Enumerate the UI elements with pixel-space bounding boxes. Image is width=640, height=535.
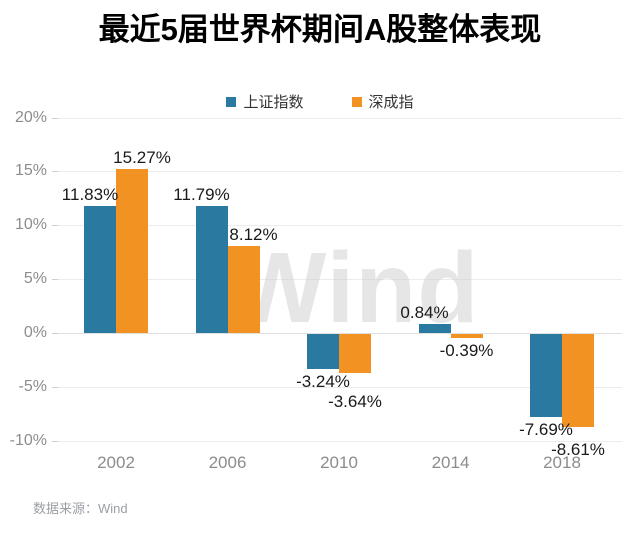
legend-label-shenzhen: 深成指 [368,94,414,111]
value-label-shenzhen-index-2010: -3.64% [328,392,382,411]
wind-watermark: Wind [232,232,480,344]
gridline-5 [58,279,622,280]
y-axis-label-5: 5% [23,270,47,287]
gridline-0 [58,333,622,334]
bar-shanghai-index-2018 [530,334,562,417]
y-axis-tick-5 [52,279,58,280]
y-axis-tick-20 [52,118,58,119]
bar-shanghai-index-2006 [195,206,228,333]
value-label-shenzhen-index-2014: -0.39% [439,341,494,360]
legend-item-shenzhen-index: 深成指 [351,91,414,112]
y-axis-label-0: 0% [23,324,47,341]
y-axis-label-20: 20% [14,109,47,126]
y-axis-tick--10 [52,441,58,442]
value-label-shenzhen-index-2018: -8.61% [551,440,605,459]
y-axis-tick--5 [52,387,58,388]
x-axis-label-2010: 2010 [320,453,358,472]
legend-swatch-shanghai-icon [226,96,237,107]
y-axis-tick-10 [52,225,58,226]
x-axis-label-2002: 2002 [97,453,135,472]
bar-shanghai-index-2014 [418,324,451,333]
legend-item-shanghai-index: 上证指数 [226,91,304,112]
gridline-20 [58,118,622,119]
gridline-15 [58,171,622,172]
gridline-10 [58,225,622,226]
x-axis-label-2018: 2018 [543,453,581,472]
gridline--5 [58,387,622,388]
value-label-shenzhen-index-2002: 15.27% [113,148,171,167]
bar-shanghai-index-2010 [307,334,339,369]
value-label-shanghai-index-2010: -3.24% [296,372,350,391]
value-label-shanghai-index-2006: 11.79% [173,185,230,204]
x-axis-label-2006: 2006 [208,453,247,472]
legend-label-shanghai: 上证指数 [243,94,304,111]
bar-shenzhen-index-2018 [562,334,594,427]
bar-shenzhen-index-2006 [227,246,260,333]
bar-shenzhen-index-2014 [450,334,483,338]
value-label-shenzhen-index-2006: 8.12% [229,225,278,244]
bar-shenzhen-index-2002 [116,169,148,333]
data-source-note: 数据来源：Wind [33,501,128,516]
legend-swatch-shenzhen-icon [351,96,362,107]
y-axis-label--10: -10% [9,432,47,449]
bar-shanghai-index-2002 [84,206,116,333]
y-axis-tick-0 [52,333,58,334]
legend: 上证指数 深成指 [0,91,640,112]
y-axis-label--5: -5% [18,378,47,395]
value-label-shanghai-index-2014: 0.84% [400,303,449,322]
chart-title: 最近5届世界杯期间A股整体表现 [98,12,542,47]
y-axis-label-15: 15% [14,162,47,179]
gridline--10 [58,441,622,442]
bar-shenzhen-index-2010 [339,334,371,373]
value-label-shanghai-index-2002: 11.83% [61,185,119,204]
value-label-shanghai-index-2018: -7.69% [519,420,573,439]
y-axis-label-10: 10% [14,216,47,233]
x-axis-label-2014: 2014 [431,453,470,472]
y-axis-tick-15 [52,171,58,172]
